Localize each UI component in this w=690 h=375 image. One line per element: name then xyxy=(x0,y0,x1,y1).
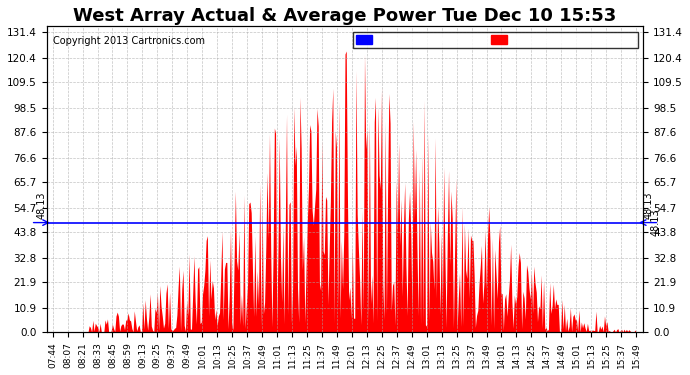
Text: 48.13: 48.13 xyxy=(37,192,46,219)
Text: Copyright 2013 Cartronics.com: Copyright 2013 Cartronics.com xyxy=(52,36,204,46)
Text: 48.13: 48.13 xyxy=(644,192,653,219)
Text: 48.13: 48.13 xyxy=(651,209,660,236)
Title: West Array Actual & Average Power Tue Dec 10 15:53: West Array Actual & Average Power Tue De… xyxy=(73,7,617,25)
Legend: Average  (DC Watts), West Array  (DC Watts): Average (DC Watts), West Array (DC Watts… xyxy=(353,32,638,48)
